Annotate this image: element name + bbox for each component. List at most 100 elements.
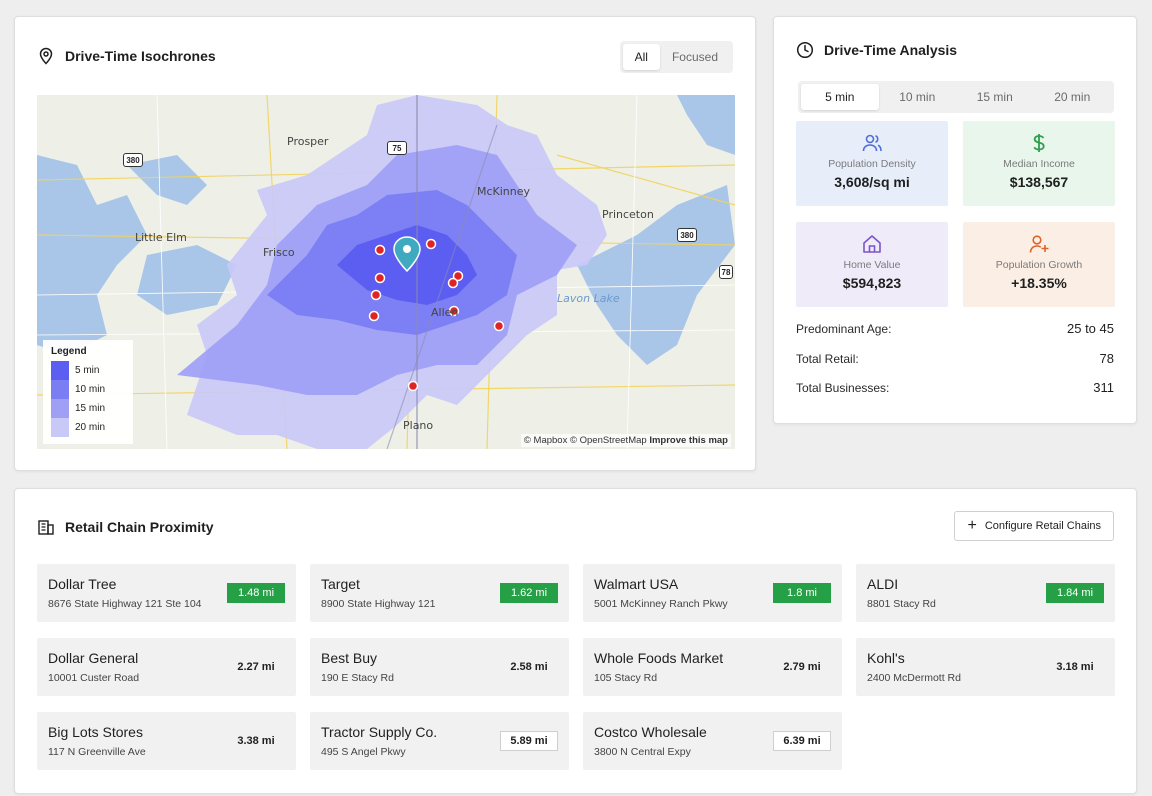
retail-header: Retail Chain Proximity bbox=[37, 518, 214, 536]
stat-value: $594,823 bbox=[842, 275, 902, 291]
store-address: 495 S Angel Pkwy bbox=[321, 746, 406, 758]
configure-label: Configure Retail Chains bbox=[984, 520, 1101, 532]
plus-icon: + bbox=[967, 517, 977, 534]
user-plus-icon bbox=[1028, 233, 1050, 255]
analysis-title: Drive-Time Analysis bbox=[824, 42, 958, 58]
total-businesses-row: Total Businesses: 311 bbox=[796, 380, 1114, 395]
osm-link[interactable]: © OpenStreetMap bbox=[569, 435, 647, 446]
distance-badge: 6.39 mi bbox=[773, 731, 831, 751]
legend-item: 20 min bbox=[51, 418, 125, 437]
total-retail-row: Total Retail: 78 bbox=[796, 351, 1114, 366]
stat-label: Home Value bbox=[843, 259, 901, 271]
stat-label: Median Income bbox=[1003, 158, 1075, 170]
population-density-stat: Population Density 3,608/sq mi bbox=[796, 121, 948, 206]
store-card[interactable]: Target 8900 State Highway 121 1.62 mi bbox=[310, 564, 569, 622]
legend-swatch bbox=[51, 418, 69, 437]
stat-value: +18.35% bbox=[1011, 275, 1067, 291]
store-card[interactable]: Costco Wholesale 3800 N Central Expy 6.3… bbox=[583, 712, 842, 770]
detail-label: Total Retail: bbox=[796, 351, 859, 366]
store-name: Costco Wholesale bbox=[594, 724, 707, 740]
distance-badge: 5.89 mi bbox=[500, 731, 558, 751]
legend-swatch bbox=[51, 399, 69, 418]
users-icon bbox=[861, 132, 883, 154]
legend-swatch bbox=[51, 361, 69, 380]
tab-15-min[interactable]: 15 min bbox=[976, 90, 1013, 104]
store-address: 105 Stacy Rd bbox=[594, 672, 658, 684]
legend-label: 5 min bbox=[75, 365, 100, 376]
mapbox-link[interactable]: © Mapbox bbox=[523, 435, 568, 446]
store-card[interactable]: Big Lots Stores 117 N Greenville Ave 3.3… bbox=[37, 712, 296, 770]
isochrones-card: Drive-Time Isochrones All Focused bbox=[14, 16, 756, 471]
store-name: Kohl's bbox=[867, 650, 905, 666]
store-name: Tractor Supply Co. bbox=[321, 724, 438, 740]
tab-5-min[interactable]: 5 min bbox=[801, 84, 879, 110]
legend-swatch bbox=[51, 380, 69, 399]
population-growth-stat: Population Growth +18.35% bbox=[963, 222, 1115, 307]
analysis-header: Drive-Time Analysis bbox=[796, 41, 957, 59]
configure-retail-chains-button[interactable]: + Configure Retail Chains bbox=[954, 511, 1114, 541]
store-name: Dollar Tree bbox=[48, 576, 117, 592]
retail-title: Retail Chain Proximity bbox=[65, 519, 214, 535]
place-label: Prosper bbox=[287, 135, 329, 148]
map-pin-icon bbox=[37, 47, 55, 65]
toggle-all-button[interactable]: All bbox=[622, 44, 660, 70]
median-income-stat: Median Income $138,567 bbox=[963, 121, 1115, 206]
dollar-icon bbox=[1028, 132, 1050, 154]
isochrones-title: Drive-Time Isochrones bbox=[65, 48, 216, 64]
store-name: Dollar General bbox=[48, 650, 139, 666]
predominant-age-row: Predominant Age: 25 to 45 bbox=[796, 321, 1114, 336]
place-label: Plano bbox=[403, 419, 434, 432]
store-name: Best Buy bbox=[321, 650, 378, 666]
store-card[interactable]: Best Buy 190 E Stacy Rd 2.58 mi bbox=[310, 638, 569, 696]
legend-item: 15 min bbox=[51, 399, 125, 418]
stat-value: $138,567 bbox=[1009, 174, 1069, 190]
isochrones-header: Drive-Time Isochrones bbox=[37, 47, 216, 65]
store-address: 10001 Custer Road bbox=[48, 672, 140, 684]
store-address: 3800 N Central Expy bbox=[594, 746, 691, 758]
highway-shield: 75 bbox=[387, 141, 407, 155]
store-address: 5001 McKinney Ranch Pkwy bbox=[594, 598, 728, 610]
home-value-stat: Home Value $594,823 bbox=[796, 222, 948, 307]
legend-label: 10 min bbox=[75, 384, 106, 395]
legend-item: 5 min bbox=[51, 361, 125, 380]
detail-value: 25 to 45 bbox=[1067, 321, 1114, 336]
store-card[interactable]: ALDI 8801 Stacy Rd 1.84 mi bbox=[856, 564, 1115, 622]
store-card[interactable]: Tractor Supply Co. 495 S Angel Pkwy 5.89… bbox=[310, 712, 569, 770]
toggle-focused-button[interactable]: Focused bbox=[671, 50, 718, 64]
highway-shield: 78 bbox=[719, 265, 733, 279]
distance-badge: 2.79 mi bbox=[783, 661, 821, 673]
store-card[interactable]: Dollar General 10001 Custer Road 2.27 mi bbox=[37, 638, 296, 696]
distance-badge: 3.38 mi bbox=[237, 735, 275, 747]
isochrone-map[interactable]: Prosper McKinney Princeton Little Elm Fr… bbox=[37, 95, 735, 449]
store-card[interactable]: Dollar Tree 8676 State Highway 121 Ste 1… bbox=[37, 564, 296, 622]
store-address: 8900 State Highway 121 bbox=[321, 598, 436, 610]
distance-badge: 3.18 mi bbox=[1056, 661, 1094, 673]
stat-label: Population Density bbox=[828, 158, 916, 170]
highway-shield: 380 bbox=[123, 153, 143, 167]
store-card[interactable]: Walmart USA 5001 McKinney Ranch Pkwy 1.8… bbox=[583, 564, 842, 622]
store-name: Target bbox=[321, 576, 360, 592]
legend-label: 15 min bbox=[75, 403, 106, 414]
legend-item: 10 min bbox=[51, 380, 125, 399]
map-legend: Legend 5 min 10 min 15 min 20 min bbox=[43, 340, 133, 444]
legend-label: 20 min bbox=[75, 422, 106, 433]
legend-title: Legend bbox=[51, 346, 87, 357]
lake-label: Lavon Lake bbox=[557, 292, 620, 305]
detail-value: 311 bbox=[1093, 380, 1114, 395]
distance-badge: 1.8 mi bbox=[773, 583, 831, 603]
tab-10-min[interactable]: 10 min bbox=[899, 90, 936, 104]
store-card[interactable]: Kohl's 2400 McDermott Rd 3.18 mi bbox=[856, 638, 1115, 696]
distance-badge: 2.58 mi bbox=[510, 661, 548, 673]
clock-icon bbox=[796, 41, 814, 59]
store-name: Walmart USA bbox=[594, 576, 679, 592]
store-card[interactable]: Whole Foods Market 105 Stacy Rd 2.79 mi bbox=[583, 638, 842, 696]
improve-map-link[interactable]: Improve this map bbox=[649, 435, 728, 446]
tab-20-min[interactable]: 20 min bbox=[1054, 90, 1091, 104]
store-name: Big Lots Stores bbox=[48, 724, 143, 740]
place-label: Allen bbox=[431, 306, 459, 319]
store-address: 8676 State Highway 121 Ste 104 bbox=[48, 598, 202, 610]
store-address: 8801 Stacy Rd bbox=[867, 598, 936, 610]
distance-badge: 1.84 mi bbox=[1046, 583, 1104, 603]
detail-value: 78 bbox=[1099, 351, 1114, 366]
map-canvas bbox=[37, 95, 735, 449]
